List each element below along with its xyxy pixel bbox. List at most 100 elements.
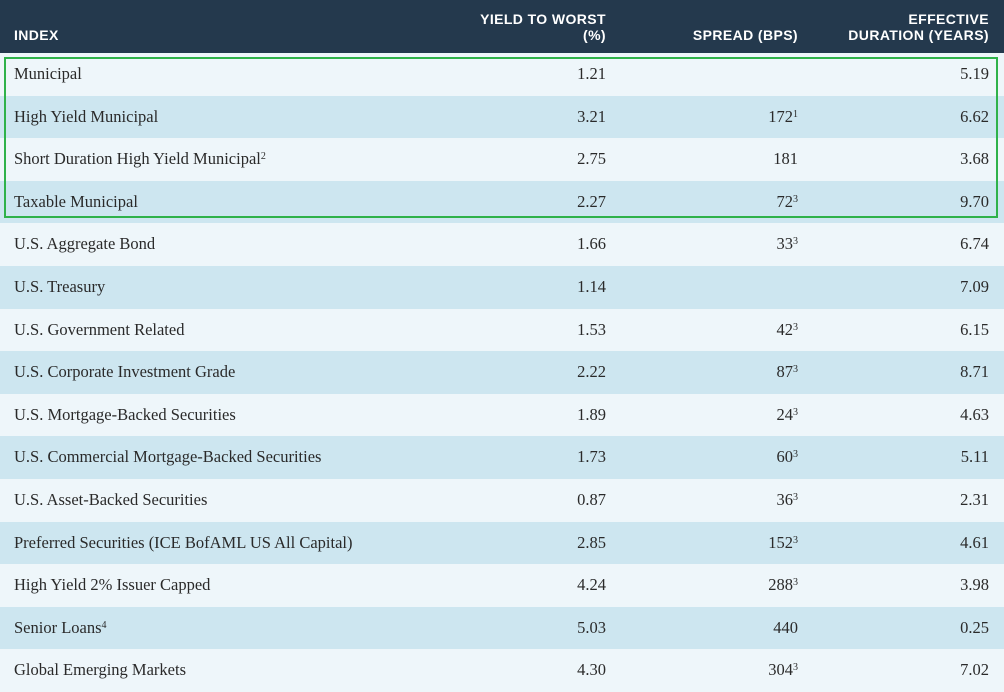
index-cell-text: U.S. Corporate Investment Grade bbox=[14, 362, 236, 382]
yield-cell: 1.66 bbox=[577, 223, 606, 266]
index-cell-text: U.S. Asset-Backed Securities bbox=[14, 489, 208, 509]
index-cell: Municipal bbox=[14, 53, 82, 96]
index-cell-footnote: 4 bbox=[101, 619, 107, 631]
yield-cell-text: 2.27 bbox=[577, 191, 606, 211]
duration-cell: 4.63 bbox=[960, 394, 989, 437]
spread-cell-text: 72 bbox=[776, 191, 794, 211]
spread-cell-footnote: 3 bbox=[793, 534, 798, 546]
index-cell: U.S. Commercial Mortgage-Backed Securiti… bbox=[14, 436, 321, 479]
yield-cell: 2.22 bbox=[577, 351, 606, 394]
spread-cell-text: 304 bbox=[768, 660, 793, 680]
duration-cell: 5.11 bbox=[961, 436, 989, 479]
spread-cell: 363 bbox=[777, 479, 799, 522]
spread-cell-footnote: 3 bbox=[793, 662, 798, 674]
yield-cell: 3.21 bbox=[577, 96, 606, 139]
index-cell: U.S. Government Related bbox=[14, 309, 184, 352]
duration-cell: 9.70 bbox=[960, 181, 989, 224]
header-index: INDEX bbox=[14, 27, 59, 43]
spread-cell-footnote: 3 bbox=[793, 321, 798, 333]
table-row: Global Emerging Markets 4.30 3043 7.02 bbox=[0, 649, 1004, 692]
duration-cell-text: 5.19 bbox=[960, 64, 989, 83]
index-cell-text: Senior Loans bbox=[14, 617, 102, 637]
spread-cell: 873 bbox=[777, 351, 799, 394]
header-spread: SPREAD (BPS) bbox=[692, 27, 798, 43]
spread-cell: 181 bbox=[773, 138, 798, 181]
index-cell-text: Preferred Securities (ICE BofAML US All … bbox=[14, 532, 353, 552]
header-duration-line1: EFFECTIVE bbox=[908, 11, 989, 27]
duration-cell: 6.62 bbox=[960, 96, 989, 139]
table-header: INDEX YIELD TO WORST (%) SPREAD (BPS) EF… bbox=[0, 0, 1004, 53]
yield-cell-text: 1.14 bbox=[577, 276, 606, 296]
index-cell-text: High Yield Municipal bbox=[14, 106, 159, 126]
spread-cell-text: 440 bbox=[773, 617, 798, 637]
yield-cell-text: 2.85 bbox=[577, 532, 606, 552]
duration-cell: 6.15 bbox=[960, 309, 989, 352]
duration-cell: 8.71 bbox=[960, 351, 989, 394]
yield-cell: 2.75 bbox=[577, 138, 606, 181]
duration-cell-text: 0.25 bbox=[960, 617, 989, 637]
duration-cell: 7.09 bbox=[960, 266, 989, 309]
spread-cell-text: 33 bbox=[776, 234, 794, 254]
spread-cell-text: 36 bbox=[776, 489, 794, 509]
duration-cell: 0.25 bbox=[960, 607, 989, 650]
index-cell: U.S. Mortgage-Backed Securities bbox=[14, 394, 236, 437]
spread-cell-text: 87 bbox=[776, 362, 794, 382]
table-row: Preferred Securities (ICE BofAML US All … bbox=[0, 521, 1004, 565]
yield-cell: 1.14 bbox=[577, 266, 606, 309]
yield-cell-text: 4.30 bbox=[577, 660, 606, 680]
spread-cell-footnote: 3 bbox=[793, 491, 798, 503]
yield-cell: 1.21 bbox=[577, 53, 606, 96]
duration-cell: 2.31 bbox=[960, 479, 989, 522]
index-cell: U.S. Asset-Backed Securities bbox=[14, 479, 207, 522]
duration-cell-text: 5.11 bbox=[960, 447, 989, 467]
table-row: U.S. Aggregate Bond 1.66 333 6.74 bbox=[0, 223, 1004, 266]
table-row: U.S. Corporate Investment Grade 2.22 873 8.… bbox=[0, 351, 1004, 394]
spread-cell-footnote: 3 bbox=[793, 406, 798, 418]
index-cell-footnote: 2 bbox=[260, 151, 266, 163]
yield-cell: 0.87 bbox=[577, 479, 606, 522]
duration-cell-text: 3.68 bbox=[960, 149, 989, 169]
index-cell: High Yield Municipal bbox=[14, 96, 158, 139]
index-cell: High Yield 2% Issuer Capped bbox=[14, 564, 210, 607]
index-cell-text: U.S. Commercial Mortgage-Backed Securiti… bbox=[14, 447, 322, 467]
yield-cell: 4.30 bbox=[577, 649, 606, 692]
spread-cell: 2883 bbox=[768, 564, 798, 607]
duration-cell-text: 9.70 bbox=[960, 191, 989, 211]
index-cell: U.S. Corporate Investment Grade bbox=[14, 351, 235, 394]
header-yield-to-worst: YIELD TO WORST (%) bbox=[480, 11, 606, 43]
table-row: High Yield 2% Issuer Capped 4.24 2883 3.98 bbox=[0, 564, 1004, 607]
yield-cell-text: 3.21 bbox=[577, 106, 606, 126]
yield-cell: 2.85 bbox=[577, 522, 606, 565]
duration-cell-text: 6.15 bbox=[960, 319, 989, 339]
spread-cell: 723 bbox=[777, 181, 799, 224]
table-body: Municipal 1.21 5.19 High Yield Municipal 3.2… bbox=[0, 53, 1004, 692]
spread-cell: 1523 bbox=[768, 522, 798, 565]
index-cell: Senior Loans4 bbox=[14, 607, 107, 650]
spread-cell-footnote: 3 bbox=[793, 449, 798, 461]
yield-cell: 4.24 bbox=[577, 564, 606, 607]
duration-cell: 7.02 bbox=[960, 649, 989, 692]
index-cell-text: Short Duration High Yield Municipal bbox=[14, 149, 261, 169]
spread-cell-text: 24 bbox=[776, 404, 794, 424]
yield-cell-text: 1.66 bbox=[577, 234, 606, 254]
spread-cell-footnote: 3 bbox=[793, 193, 798, 205]
duration-cell-text: 4.63 bbox=[960, 404, 989, 424]
table-row: Short Duration High Yield Municipal2 2.75… bbox=[0, 138, 1004, 181]
index-cell-text: U.S. Treasury bbox=[14, 276, 106, 296]
duration-cell-text: 3.98 bbox=[960, 575, 989, 595]
spread-cell-footnote: 3 bbox=[793, 577, 798, 589]
spread-cell-footnote: 1 bbox=[793, 108, 798, 120]
index-cell: Preferred Securities (ICE BofAML US All … bbox=[14, 522, 352, 565]
yield-cell-text: 2.75 bbox=[577, 149, 606, 169]
index-cell-text: U.S. Mortgage-Backed Securities bbox=[14, 404, 236, 424]
duration-cell: 5.19 bbox=[960, 53, 989, 96]
table-row: Senior Loans4 5.03 440 0.25 bbox=[0, 606, 1004, 650]
index-cell-text: Municipal bbox=[14, 64, 82, 83]
header-yield-line1: YIELD TO WORST bbox=[480, 11, 606, 27]
table-row: U.S. Government Related 1.53 423 6.15 bbox=[0, 308, 1004, 352]
spread-cell-text: 181 bbox=[773, 149, 798, 169]
spread-cell-text: 42 bbox=[776, 319, 794, 339]
yield-cell-text: 0.87 bbox=[577, 489, 606, 509]
index-cell: Short Duration High Yield Municipal2 bbox=[14, 138, 266, 181]
